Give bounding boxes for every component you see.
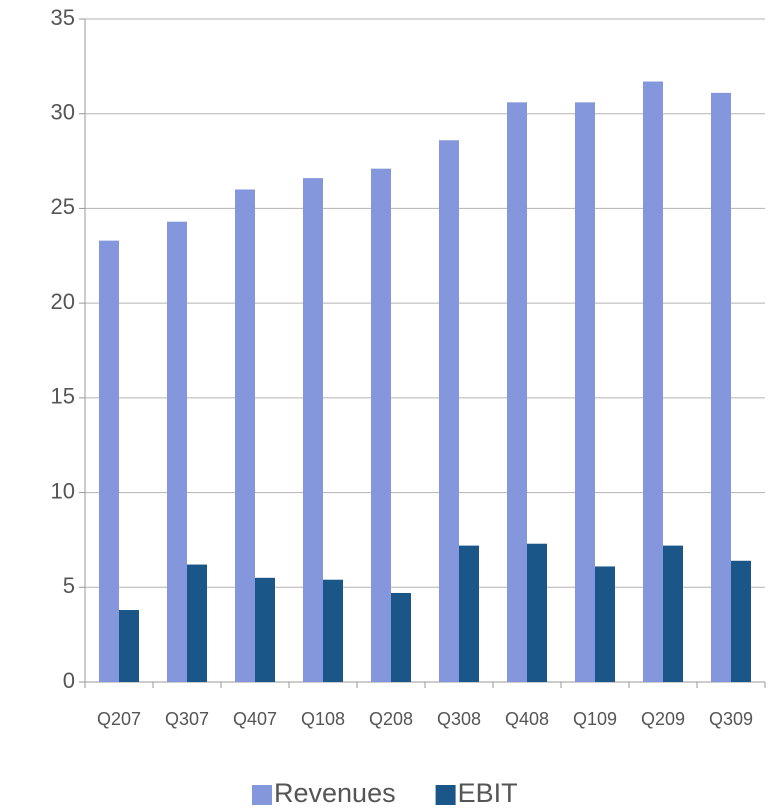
y-tick-label: 0 [63, 668, 75, 693]
bar [663, 545, 683, 682]
bar [391, 592, 411, 682]
x-tick-label: Q408 [505, 709, 549, 729]
bar [439, 140, 459, 683]
x-tick-label: Q207 [97, 709, 141, 729]
y-tick-label: 25 [51, 194, 75, 219]
y-tick-label: 20 [51, 289, 75, 314]
y-tick-label: 35 [51, 5, 75, 30]
bar [711, 92, 731, 683]
bar [167, 221, 187, 682]
legend-label: EBIT [458, 778, 518, 808]
bar [459, 545, 479, 682]
bar [255, 577, 275, 682]
bar [527, 543, 547, 682]
y-tick-label: 15 [51, 384, 75, 409]
bar [119, 610, 139, 682]
x-tick-label: Q308 [437, 709, 481, 729]
legend-swatch [435, 785, 456, 805]
bar [371, 168, 391, 683]
bar [595, 566, 615, 682]
x-tick-label: Q208 [369, 709, 413, 729]
legend-swatch [252, 785, 272, 805]
bar [507, 102, 527, 682]
x-tick-label: Q109 [573, 709, 617, 729]
bar [303, 178, 323, 682]
bar [235, 189, 255, 682]
x-tick-label: Q307 [165, 709, 209, 729]
bar [187, 564, 207, 682]
x-tick-label: Q407 [233, 709, 277, 729]
bar [323, 579, 343, 682]
legend-label: Revenues [274, 778, 396, 808]
y-tick-label: 30 [51, 100, 75, 125]
bar [99, 240, 119, 683]
x-tick-label: Q209 [641, 709, 685, 729]
bar [731, 560, 751, 682]
x-tick-label: Q309 [709, 709, 753, 729]
y-tick-label: 5 [63, 573, 75, 598]
x-tick-label: Q108 [301, 709, 345, 729]
y-tick-label: 10 [51, 478, 75, 503]
bar [575, 102, 595, 682]
bar [643, 81, 663, 683]
